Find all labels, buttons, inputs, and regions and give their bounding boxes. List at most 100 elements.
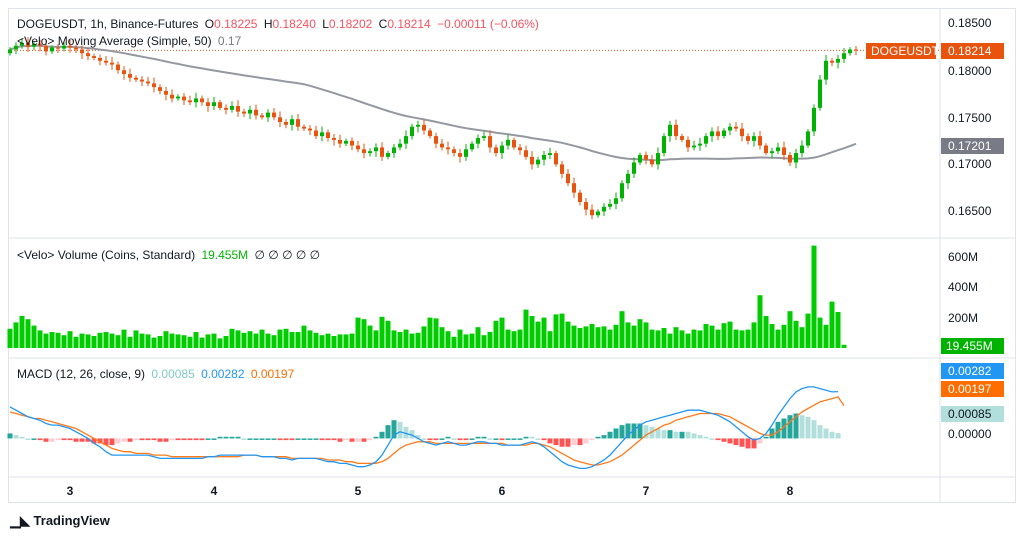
macd-legend-signal: 0.00197 — [250, 367, 295, 381]
volume-bar — [145, 334, 151, 348]
volume-bar — [61, 335, 67, 348]
candle-body — [56, 47, 60, 49]
macd-histogram-bar — [235, 436, 241, 439]
macd-legend-label: MACD (12, 26, close, 9) — [17, 367, 146, 381]
macd-histogram-bar — [499, 438, 505, 441]
volume-bar — [793, 320, 799, 348]
volume-bar — [265, 333, 271, 348]
macd-histogram-bar — [415, 435, 421, 439]
macd-histogram-bar — [211, 438, 217, 440]
candle-body — [638, 154, 642, 163]
candle-body — [560, 164, 564, 174]
macd-legend[interactable]: MACD (12, 26, close, 9) 0.00085 0.00282 … — [17, 367, 297, 381]
volume-bar — [835, 312, 841, 348]
candle-body — [578, 192, 582, 203]
volume-bar — [493, 320, 499, 348]
candle-body — [290, 119, 294, 125]
macd-histogram-bar — [625, 423, 631, 439]
candle-body — [146, 81, 150, 84]
macd-histogram-bar — [697, 435, 703, 439]
macd-histogram-bar — [301, 438, 307, 440]
candle-body — [782, 147, 786, 155]
volume-legend-value: 19.455M — [201, 248, 249, 262]
macd-histogram-bar — [361, 438, 367, 442]
macd-histogram-bar — [487, 438, 493, 440]
macd-histogram-bar — [271, 438, 277, 440]
candle-body — [440, 143, 444, 148]
candle-body — [80, 49, 84, 54]
price-pane[interactable] — [8, 37, 940, 220]
macd-histogram-bar — [607, 431, 613, 439]
macd-histogram-bar — [25, 438, 31, 440]
candle-body — [746, 136, 750, 141]
candle-body — [410, 126, 414, 137]
candle-body — [152, 83, 156, 88]
volume-bar — [709, 325, 715, 348]
volume-pane[interactable] — [7, 245, 847, 348]
candle-body — [188, 100, 192, 103]
volume-bar — [13, 322, 19, 348]
candle-body — [512, 139, 516, 148]
macd-histogram-bar — [433, 438, 439, 441]
volume-bar — [703, 324, 709, 348]
volume-bar — [589, 324, 595, 348]
symbol-legend[interactable]: DOGEUSDT, 1h, Binance-Futures O0.18225 H… — [17, 17, 542, 31]
volume-bar — [787, 311, 793, 348]
candle-body — [164, 90, 168, 95]
volume-bar — [445, 331, 451, 348]
macd-histogram-bar — [199, 438, 205, 441]
volume-bar — [343, 334, 349, 348]
macd-histogram-bar — [223, 436, 229, 439]
macd-line — [9, 386, 839, 470]
volume-bar — [175, 334, 181, 348]
volume-bar — [565, 321, 571, 348]
volume-bar — [91, 336, 97, 348]
volume-bar — [337, 334, 343, 348]
macd-histogram-bar — [775, 421, 781, 439]
macd-histogram-bar — [763, 436, 769, 439]
volume-bar — [571, 325, 577, 348]
macd-histogram-bar — [277, 438, 283, 441]
brand-label: TradingView — [33, 513, 110, 528]
tradingview-brand[interactable]: ▁◣ TradingView — [10, 512, 110, 529]
volume-bar — [361, 319, 367, 348]
candle-body — [266, 112, 270, 118]
candle-body — [344, 140, 348, 144]
candle-body — [308, 128, 312, 131]
macd-histogram-bar — [523, 436, 529, 439]
volume-bar — [73, 336, 79, 348]
candle-body — [428, 130, 432, 137]
macd-pane[interactable] — [7, 386, 845, 470]
candle-body — [200, 98, 204, 103]
price-axis[interactable]: 0.18500 0.18000 0.17500 0.17000 0.16500 … — [948, 16, 992, 441]
volume-bar — [463, 334, 469, 348]
volume-bar — [481, 335, 487, 348]
candle-body — [836, 58, 840, 63]
candle-body — [332, 138, 336, 140]
macd-histogram-bar — [571, 438, 577, 446]
macd-histogram-bar — [817, 425, 823, 439]
candle-body — [416, 124, 420, 127]
macd-histogram-bar — [259, 438, 265, 440]
price-tick: 0.17500 — [948, 111, 992, 125]
volume-bar — [289, 332, 295, 348]
macd-histogram-bar — [247, 438, 253, 440]
candle-body — [668, 124, 672, 137]
price-tick: 0.18500 — [948, 16, 992, 30]
candle-body — [584, 202, 588, 210]
macd-histogram-bar — [553, 438, 559, 446]
candle-body — [674, 124, 678, 137]
last-price-badge-text: 0.18214 — [948, 44, 992, 58]
symbol-badge-text: DOGEUSDT — [871, 44, 940, 58]
time-axis[interactable]: 3 4 5 6 7 8 — [67, 484, 794, 498]
volume-legend[interactable]: <Velo> Volume (Coins, Standard) 19.455M … — [17, 248, 323, 262]
volume-bar — [745, 329, 751, 348]
candle-body — [218, 102, 222, 108]
ma-legend[interactable]: <Velo> Moving Average (Simple, 50) 0.17 — [17, 34, 244, 48]
macd-histogram-bar — [511, 438, 517, 440]
candle-body — [128, 73, 132, 78]
price-change: −0.00011 (−0.06%) — [437, 17, 539, 31]
volume-bar — [55, 332, 61, 348]
candle-body — [380, 147, 384, 157]
